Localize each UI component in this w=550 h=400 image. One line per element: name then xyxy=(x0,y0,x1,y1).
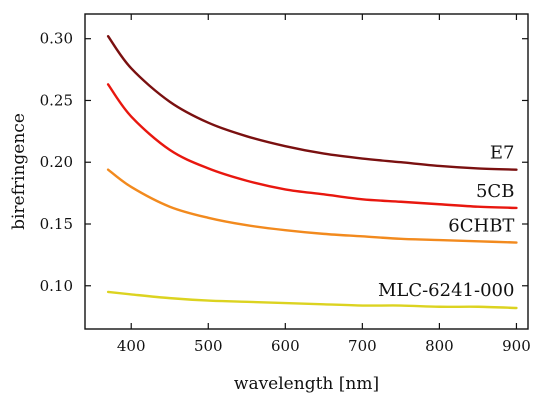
series-line-5cb xyxy=(106,83,518,210)
series-label-5cb: 5CB xyxy=(476,181,514,202)
x-tick-label: 700 xyxy=(348,337,377,355)
y-tick-label: 0.10 xyxy=(40,277,73,295)
y-tick-label: 0.15 xyxy=(40,215,73,233)
y-tick-label: 0.20 xyxy=(40,153,73,171)
series-label-6chbt: 6CHBT xyxy=(448,216,514,237)
y-tick-label: 0.30 xyxy=(40,30,73,48)
series-lines xyxy=(106,35,518,310)
axis-ticks xyxy=(85,14,528,329)
tick-labels: 400 500 600 700 800 900 0.10 0.15 0.20 0.25 0.30 xyxy=(40,30,531,355)
x-tick-label: 600 xyxy=(271,337,300,355)
series-labels: E7 5CB 6CHBT MLC-6241-000 xyxy=(378,143,515,301)
series-line-mlc-6241-000 xyxy=(106,290,518,310)
y-tick-label: 0.25 xyxy=(40,91,73,109)
series-line-6chbt xyxy=(106,168,518,244)
x-tick-label: 400 xyxy=(117,337,146,355)
x-tick-label: 500 xyxy=(194,337,223,355)
y-axis-label: birefringence xyxy=(9,113,29,230)
x-tick-label: 800 xyxy=(425,337,454,355)
series-label-mlc-6241-000: MLC-6241-000 xyxy=(378,280,515,301)
series-label-e7: E7 xyxy=(490,143,515,164)
series-line-e7 xyxy=(106,35,518,171)
x-axis-label: wavelength [nm] xyxy=(234,374,379,394)
x-tick-label: 900 xyxy=(502,337,531,355)
plot-frame xyxy=(84,13,529,330)
